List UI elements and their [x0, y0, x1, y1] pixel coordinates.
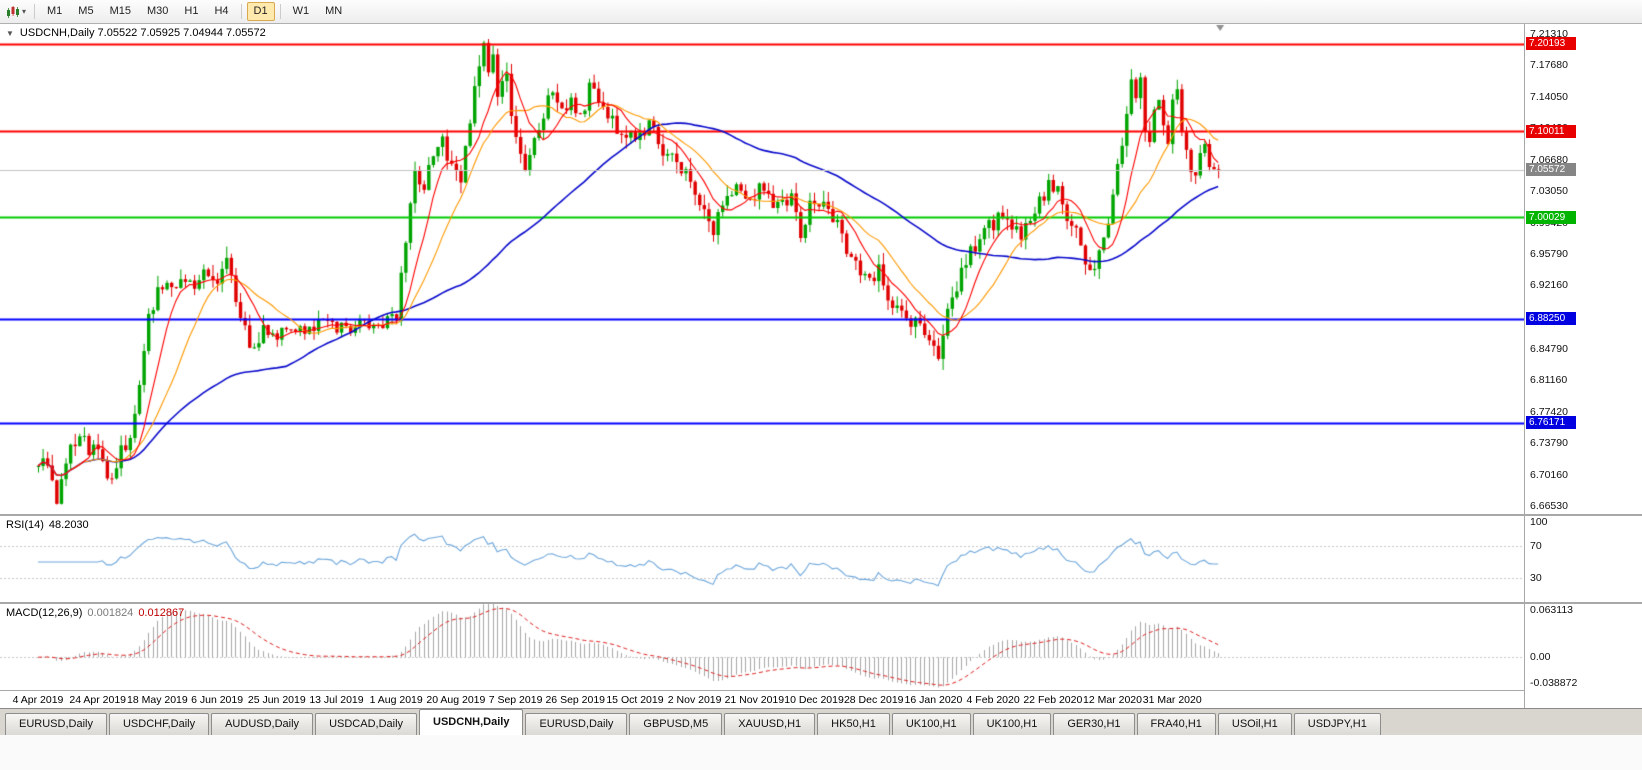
macd-level-label: 0.063113	[1530, 604, 1574, 616]
rsi-value: 48.2030	[48, 519, 89, 531]
date-tick-label: 1 Aug 2019	[369, 694, 423, 706]
date-tick-label: 4 Feb 2020	[966, 694, 1020, 706]
price-tick-label: 7.21310	[1530, 28, 1568, 40]
toolbar-separator	[240, 4, 242, 19]
date-tick-label: 28 Dec 2019	[843, 694, 904, 706]
timeframe-h4[interactable]: H4	[214, 5, 229, 17]
date-tick-label: 6 Jun 2019	[191, 694, 244, 706]
price-tick-label: 6.66530	[1530, 500, 1568, 512]
date-tick-label: 2 Nov 2019	[667, 694, 722, 706]
dropdown-caret-icon[interactable]: ▾	[22, 7, 27, 16]
date-tick-label: 31 Mar 2020	[1142, 694, 1202, 706]
price-tick-label: 6.81160	[1530, 373, 1568, 386]
chart-title: ▼ USDCNH,Daily 7.05522 7.05925 7.04944 7…	[6, 27, 266, 39]
price-badge: 7.05572	[1526, 163, 1576, 177]
pane-separator-rsi[interactable]	[0, 514, 1642, 516]
price-tick-label: 6.84790	[1530, 342, 1568, 355]
toolbar-separator	[34, 4, 36, 19]
timeframe-m15[interactable]: M15	[109, 5, 131, 17]
date-tick-label: 7 Sep 2019	[488, 694, 543, 706]
chart-tab-fra40-h1[interactable]: FRA40,H1	[1136, 713, 1216, 735]
timeframe-m1[interactable]: M1	[47, 5, 63, 17]
date-tick-label: 4 Apr 2019	[12, 694, 64, 706]
date-tick-label: 18 May 2019	[127, 694, 188, 706]
chart-tab-eurusd-daily[interactable]: EURUSD,Daily	[5, 713, 107, 735]
price-badge: 6.76171	[1526, 416, 1576, 430]
price-badge: 7.00029	[1526, 210, 1576, 224]
date-tick-label: 16 Jan 2020	[904, 694, 963, 706]
timeframe-m5[interactable]: M5	[78, 5, 94, 17]
price-tick-label: 6.95790	[1530, 247, 1568, 260]
timeframe-w1[interactable]: W1	[292, 5, 310, 17]
rsi-pane-canvas[interactable]	[0, 516, 1524, 602]
price-chart-canvas[interactable]	[0, 24, 1524, 514]
chart-tab-bar: EURUSD,Daily USDCHF,Daily AUDUSD,Daily USDC…	[0, 708, 1642, 735]
chart-tab-gbpusd-m5[interactable]: GBPUSD,M5	[629, 713, 723, 735]
chart-menu-icon[interactable]: ▼	[6, 28, 14, 38]
date-tick-label: 22 Feb 2020	[1023, 694, 1083, 706]
chart-window: ▼ USDCNH,Daily 7.05522 7.05925 7.04944 7…	[0, 23, 1642, 709]
price-axis[interactable]: 7.213107.176807.140507.104207.066807.030…	[1524, 24, 1642, 708]
pane-separator-macd[interactable]	[0, 602, 1642, 604]
timeframe-mn[interactable]: MN	[325, 5, 343, 17]
date-tick-label: 13 Jul 2019	[309, 694, 364, 706]
date-tick-label: 21 Nov 2019	[724, 694, 785, 706]
chart-tab-eurusd-daily[interactable]: EURUSD,Daily	[525, 713, 628, 735]
price-badge: 7.20193	[1526, 37, 1576, 51]
chart-tab-hk50-h1[interactable]: HK50,H1	[817, 713, 890, 735]
price-tick-label: 7.17680	[1530, 59, 1568, 72]
date-tick-label: 20 Aug 2019	[426, 694, 486, 706]
chart-title-text: USDCNH,Daily 7.05522 7.05925 7.04944 7.0…	[19, 27, 266, 39]
date-tick-label: 15 Oct 2019	[606, 694, 664, 706]
date-tick-label: 10 Dec 2019	[784, 694, 844, 706]
price-tick-label: 7.14050	[1530, 90, 1568, 103]
price-badge: 6.88250	[1526, 312, 1576, 326]
chart-tab-usdcnh-daily[interactable]: USDCNH,Daily	[419, 709, 524, 735]
timeframe-bar: M1 M5 M15 M30 H1 H4 D1 W1 MN	[39, 2, 350, 21]
date-axis[interactable]: 4 Apr 2019 24 Apr 2019 18 May 2019 6 Jun 20…	[0, 690, 1524, 708]
macd-signal-value: 0.012867	[138, 607, 185, 619]
chart-tab-uk100-h1[interactable]: UK100,H1	[972, 713, 1052, 735]
toolbar-separator	[279, 4, 281, 19]
timeframe-m30[interactable]: M30	[146, 5, 169, 17]
date-tick-label: 12 Mar 2020	[1083, 694, 1142, 706]
price-badge: 7.10011	[1526, 124, 1576, 138]
chart-tab-usdcad-daily[interactable]: USDCAD,Daily	[315, 713, 418, 735]
price-tick-label: 6.73790	[1530, 437, 1568, 450]
chart-tab-ger30-h1[interactable]: GER30,H1	[1053, 713, 1135, 735]
macd-level-label: -0.038872	[1530, 677, 1578, 689]
price-tick-label: 6.70160	[1530, 468, 1568, 481]
price-tick-label: 6.92160	[1530, 279, 1568, 292]
chart-type-icon[interactable]	[4, 4, 22, 20]
macd-pane-canvas[interactable]	[0, 604, 1524, 690]
macd-level-label: 0.00	[1530, 651, 1551, 664]
rsi-level-label: 100	[1530, 516, 1548, 528]
price-tick-label: 6.77420	[1530, 406, 1568, 419]
macd-label: MACD(12,26,9) 0.001824 0.012867	[6, 607, 184, 619]
date-tick-label: 26 Sep 2019	[545, 694, 606, 706]
date-tick-label: 24 Apr 2019	[69, 694, 127, 706]
price-tick-label: 7.03050	[1530, 185, 1568, 198]
date-tick-label: 25 Jun 2019	[247, 694, 306, 706]
price-tick-label: 7.06680	[1530, 154, 1568, 167]
chart-tab-audusd-daily[interactable]: AUDUSD,Daily	[211, 713, 314, 735]
macd-indicator-name: MACD(12,26,9)	[6, 607, 83, 619]
period-toolbar: ▾ M1 M5 M15 M30 H1 H4 D1 W1 MN	[0, 0, 1642, 24]
chart-tab-usdjpy-h1[interactable]: USDJPY,H1	[1293, 713, 1381, 735]
rsi-level-label: 30	[1530, 572, 1542, 584]
macd-main-value: 0.001824	[87, 607, 134, 619]
chart-tab-uk100-h1[interactable]: UK100,H1	[891, 713, 971, 735]
timeframe-d1[interactable]: D1	[246, 2, 275, 21]
chart-tab-usoil-h1[interactable]: USOil,H1	[1217, 713, 1292, 735]
rsi-level-label: 70	[1530, 540, 1542, 552]
chart-tab-usdchf-daily[interactable]: USDCHF,Daily	[108, 713, 210, 735]
chart-tab-xauusd-h1[interactable]: XAUUSD,H1	[724, 713, 816, 735]
rsi-label: RSI(14) 48.2030	[6, 519, 89, 531]
rsi-indicator-name: RSI(14)	[6, 519, 44, 531]
timeframe-h1[interactable]: H1	[184, 5, 199, 17]
